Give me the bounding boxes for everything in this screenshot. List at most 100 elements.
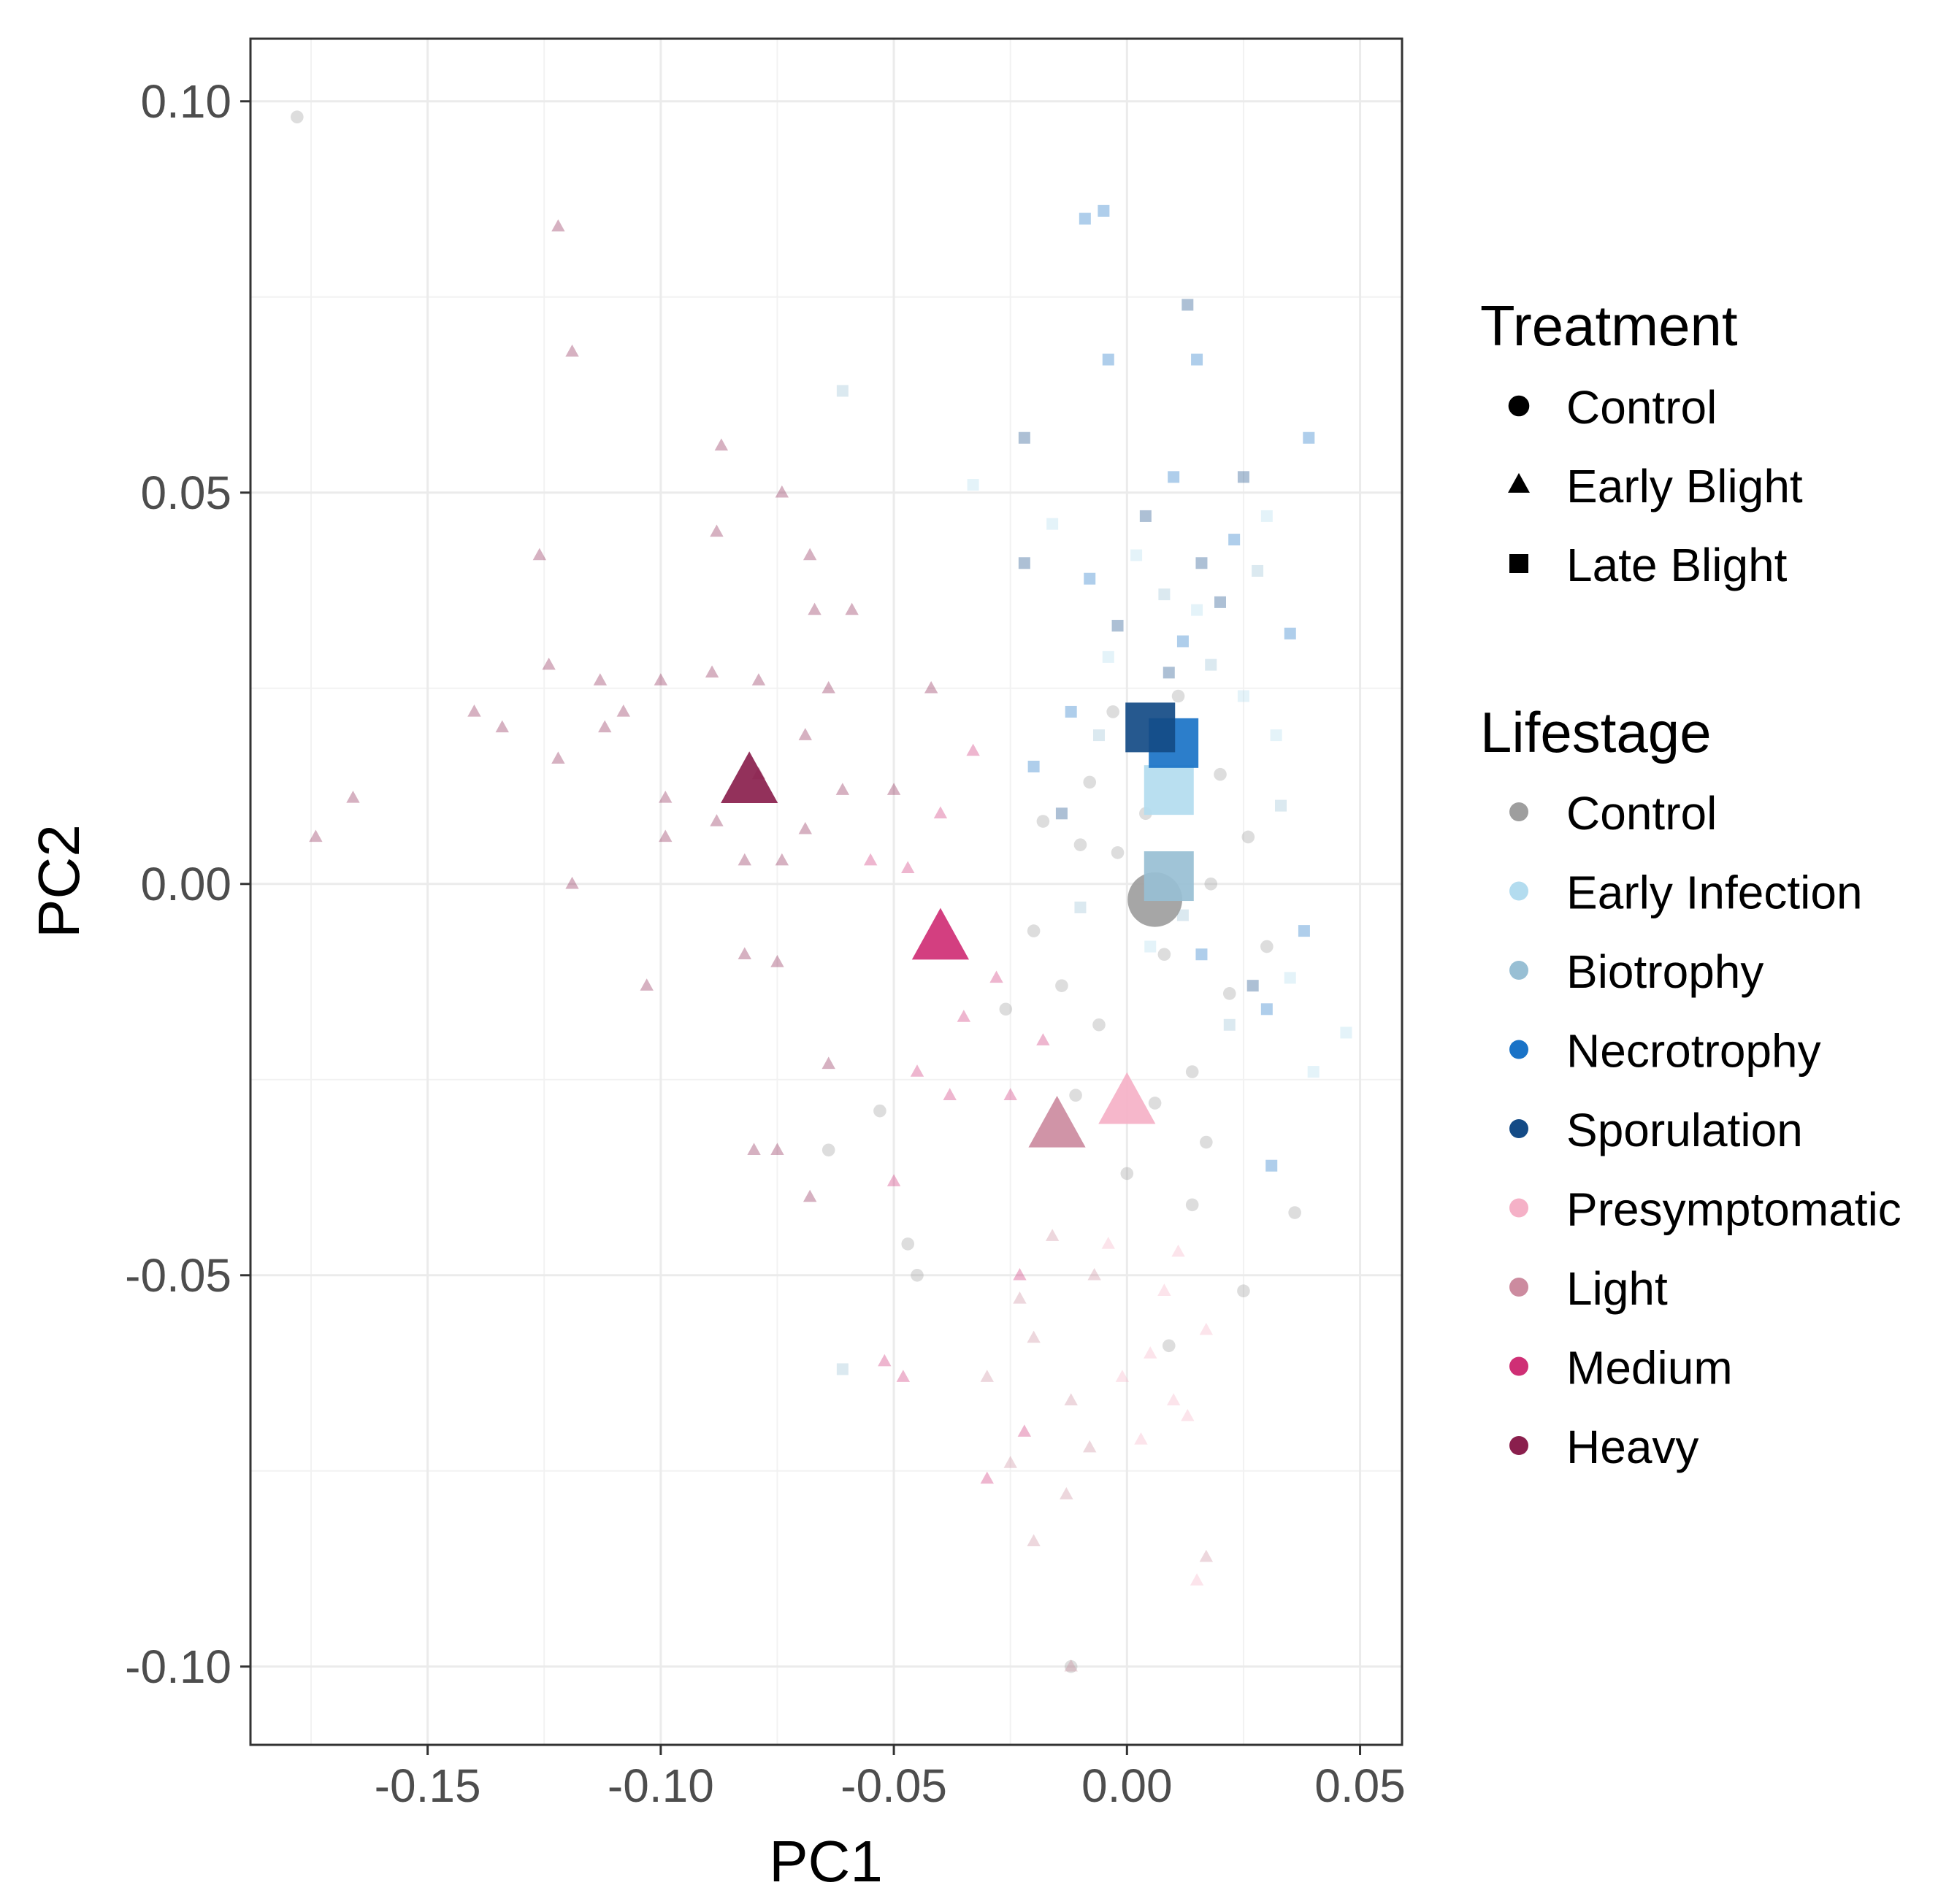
data-point xyxy=(1200,1135,1213,1149)
data-point xyxy=(747,1143,761,1155)
legend-key-swatch xyxy=(1509,1119,1528,1138)
centroid-marker xyxy=(1125,702,1176,753)
data-point xyxy=(640,978,654,991)
y-axis-tick-label: -0.10 xyxy=(125,1640,231,1693)
data-point xyxy=(1084,572,1096,585)
treatment-legend-label: Early Blight xyxy=(1566,460,1803,513)
data-point xyxy=(1260,510,1273,522)
data-point xyxy=(1148,1097,1162,1110)
data-point xyxy=(1003,1088,1017,1100)
data-point xyxy=(1185,1065,1199,1078)
data-point xyxy=(798,821,812,834)
data-point xyxy=(808,602,822,615)
data-point xyxy=(1214,596,1226,608)
data-point xyxy=(836,1363,849,1375)
data-point xyxy=(775,485,789,498)
data-point xyxy=(1284,627,1296,640)
data-point xyxy=(532,548,547,561)
data-point xyxy=(1144,940,1157,953)
data-point xyxy=(980,1370,994,1382)
axes: -0.15 -0.10 -0.05 0.00 0.05 -0.10 -0.05 0.00 0.0… xyxy=(125,75,1406,1812)
data-point xyxy=(770,955,784,967)
data-point xyxy=(1111,846,1125,859)
y-axis-tick-label: -0.05 xyxy=(125,1249,231,1302)
data-point xyxy=(1265,1159,1278,1172)
data-point xyxy=(1101,1236,1115,1249)
data-point xyxy=(1064,1659,1078,1672)
data-point xyxy=(751,673,766,686)
data-point xyxy=(1018,431,1030,444)
data-point xyxy=(1098,204,1110,217)
treatment-legend-label: Late Blight xyxy=(1566,539,1788,591)
data-point xyxy=(714,438,729,451)
data-point xyxy=(980,1471,994,1484)
x-axis-title: PC1 xyxy=(769,1829,883,1894)
data-point xyxy=(1111,620,1124,632)
data-point xyxy=(598,720,612,733)
data-point xyxy=(1064,1393,1078,1406)
data-point xyxy=(1275,799,1287,812)
data-point xyxy=(1260,1003,1273,1016)
data-point xyxy=(1185,1198,1199,1212)
data-point xyxy=(1027,1330,1041,1343)
legend-key-circle xyxy=(1508,395,1530,417)
data-point xyxy=(1074,901,1087,913)
data-point xyxy=(1083,1440,1097,1453)
lifestage-legend-label: Light xyxy=(1566,1262,1668,1315)
y-axis-tick-label: 0.10 xyxy=(140,75,231,128)
data-point xyxy=(822,1056,835,1070)
data-point xyxy=(1102,650,1114,663)
treatment-legend-title: Treatment xyxy=(1480,293,1738,358)
legend-key-swatch xyxy=(1509,1436,1528,1455)
data-point xyxy=(1115,1370,1130,1382)
data-point xyxy=(1158,588,1171,601)
legend-key-swatch xyxy=(1509,1040,1528,1059)
data-point xyxy=(346,790,360,803)
data-point xyxy=(309,829,323,842)
data-point xyxy=(495,720,509,733)
data-point xyxy=(1199,1322,1214,1335)
data-point xyxy=(1223,1018,1236,1031)
legend-key-swatch xyxy=(1509,1278,1528,1297)
data-point xyxy=(659,829,673,842)
data-point xyxy=(989,970,1003,983)
data-point xyxy=(1157,948,1171,961)
data-point xyxy=(957,1010,971,1022)
data-point xyxy=(1199,1549,1214,1562)
data-point xyxy=(967,479,979,491)
data-point xyxy=(836,385,849,397)
data-point xyxy=(1134,1432,1148,1445)
data-point xyxy=(1144,1346,1157,1359)
data-point xyxy=(1120,1167,1134,1181)
data-point xyxy=(1228,534,1241,546)
grid-lines xyxy=(250,39,1402,1745)
data-point xyxy=(1046,518,1059,530)
data-point xyxy=(845,602,859,615)
data-point xyxy=(1241,830,1255,844)
data-point xyxy=(551,219,565,232)
data-point xyxy=(1093,729,1105,742)
data-point xyxy=(803,548,817,561)
data-point xyxy=(1190,1573,1204,1586)
data-point xyxy=(1036,1033,1050,1045)
group-centroids xyxy=(721,702,1199,1148)
data-point xyxy=(467,705,481,717)
data-point xyxy=(863,853,878,866)
data-point xyxy=(1060,1487,1073,1500)
data-point xyxy=(1055,979,1068,992)
treatment-legend-label: Control xyxy=(1566,381,1717,434)
lifestage-legend: Lifestage Control Early Infection Biotroph… xyxy=(1480,700,1902,1473)
data-point xyxy=(1027,1534,1041,1546)
data-point xyxy=(616,705,630,717)
data-point xyxy=(835,783,850,795)
data-point xyxy=(565,344,579,357)
legend-key-square xyxy=(1509,554,1528,573)
data-point xyxy=(1182,299,1194,311)
data-point xyxy=(1036,815,1050,828)
legend-key-swatch xyxy=(1509,961,1528,980)
data-point xyxy=(1191,353,1203,366)
data-point xyxy=(886,783,901,795)
data-point xyxy=(659,790,673,803)
data-point xyxy=(1087,1267,1101,1281)
legend-key-swatch xyxy=(1509,802,1528,821)
